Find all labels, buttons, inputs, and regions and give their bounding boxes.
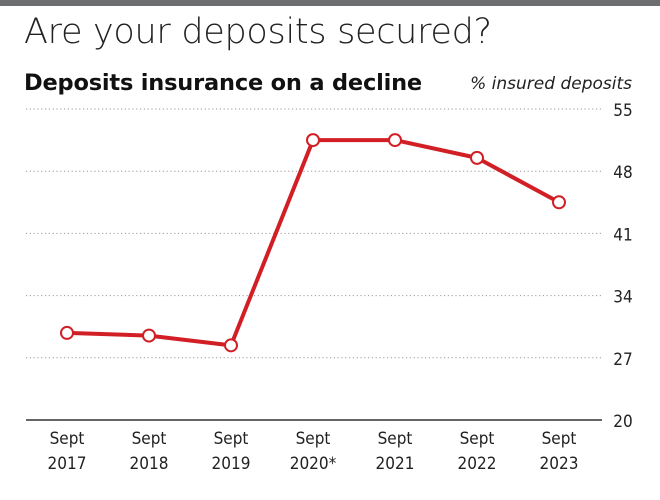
x-tick-label: 2021 [376, 454, 415, 474]
x-tick-label: 2022 [458, 454, 497, 474]
y-tick-label: 27 [613, 350, 632, 370]
data-point [306, 133, 320, 148]
data-point [470, 150, 484, 165]
x-tick-label: Sept [132, 429, 167, 449]
top-rule [0, 0, 660, 6]
x-tick-label: Sept [460, 429, 495, 449]
chart-title: Deposits insurance on a decline [24, 70, 422, 96]
data-point [224, 338, 238, 353]
y-tick-label: 34 [613, 288, 632, 308]
x-tick-label: 2019 [212, 454, 251, 474]
data-point [552, 195, 566, 210]
x-tick-label: 2020* [290, 454, 337, 474]
data-point [388, 133, 402, 148]
headline: Are your deposits secured? [24, 12, 492, 52]
x-tick-label: 2023 [540, 454, 579, 474]
data-point [60, 325, 74, 340]
x-tick-label: Sept [296, 429, 331, 449]
data-point [142, 328, 156, 343]
x-tick-label: 2017 [48, 454, 87, 474]
x-tick-label: Sept [378, 429, 413, 449]
y-tick-label: 48 [613, 163, 632, 183]
x-tick-label: Sept [542, 429, 577, 449]
y-tick-label: 20 [613, 412, 632, 432]
x-tick-label: 2018 [130, 454, 169, 474]
y-axis-label: % insured deposits [470, 74, 632, 94]
y-tick-label: 41 [613, 225, 632, 245]
x-tick-label: Sept [214, 429, 249, 449]
x-tick-label: Sept [50, 429, 85, 449]
y-tick-label: 55 [613, 101, 632, 121]
